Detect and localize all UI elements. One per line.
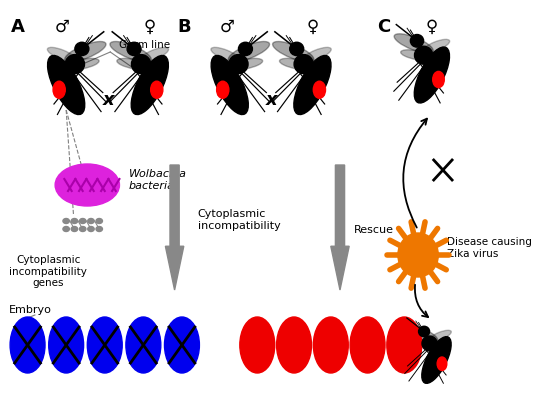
Ellipse shape	[211, 47, 240, 62]
Ellipse shape	[49, 317, 84, 373]
Ellipse shape	[217, 81, 229, 98]
Ellipse shape	[65, 58, 99, 70]
Ellipse shape	[126, 317, 161, 373]
Ellipse shape	[273, 42, 314, 62]
Ellipse shape	[87, 317, 122, 373]
Ellipse shape	[140, 47, 168, 62]
Ellipse shape	[75, 42, 89, 56]
Ellipse shape	[433, 71, 444, 88]
Ellipse shape	[294, 56, 331, 114]
Ellipse shape	[229, 54, 248, 74]
Text: Rescue: Rescue	[354, 225, 394, 235]
Text: Embryo: Embryo	[9, 305, 52, 315]
Text: Germ line: Germ line	[119, 40, 171, 50]
Ellipse shape	[96, 218, 103, 224]
Ellipse shape	[79, 226, 86, 232]
Ellipse shape	[151, 81, 163, 98]
Ellipse shape	[65, 54, 84, 74]
Ellipse shape	[88, 218, 94, 224]
Ellipse shape	[88, 226, 94, 232]
Ellipse shape	[131, 54, 151, 74]
Ellipse shape	[294, 54, 313, 74]
Ellipse shape	[48, 56, 85, 114]
Ellipse shape	[401, 50, 433, 61]
Ellipse shape	[10, 317, 45, 373]
Ellipse shape	[240, 317, 275, 373]
Ellipse shape	[387, 317, 422, 373]
Text: Wolbachia
bacteria: Wolbachia bacteria	[129, 169, 187, 191]
Ellipse shape	[55, 164, 119, 206]
Ellipse shape	[410, 339, 437, 348]
Text: x: x	[103, 91, 114, 109]
Ellipse shape	[117, 58, 151, 70]
Ellipse shape	[65, 42, 106, 62]
Ellipse shape	[394, 34, 433, 53]
Text: A: A	[11, 18, 25, 36]
Text: C: C	[377, 18, 390, 36]
Ellipse shape	[276, 317, 312, 373]
Ellipse shape	[79, 218, 86, 224]
Ellipse shape	[110, 42, 151, 62]
Ellipse shape	[127, 42, 141, 56]
Ellipse shape	[48, 47, 76, 62]
Ellipse shape	[422, 39, 450, 53]
Ellipse shape	[422, 336, 437, 351]
Text: ♀: ♀	[426, 18, 438, 36]
Ellipse shape	[71, 226, 78, 232]
Ellipse shape	[350, 317, 385, 373]
Text: ♀: ♀	[144, 18, 156, 36]
Ellipse shape	[63, 218, 69, 224]
Ellipse shape	[422, 337, 451, 383]
Ellipse shape	[437, 357, 447, 370]
Ellipse shape	[71, 218, 78, 224]
FancyArrow shape	[165, 165, 184, 290]
Ellipse shape	[280, 58, 314, 70]
Ellipse shape	[165, 317, 199, 373]
Ellipse shape	[53, 81, 65, 98]
Text: Disease causing
Zika virus: Disease causing Zika virus	[448, 237, 532, 259]
Ellipse shape	[398, 233, 438, 277]
Ellipse shape	[415, 46, 433, 64]
Ellipse shape	[96, 226, 103, 232]
Ellipse shape	[211, 56, 248, 114]
Text: ♂: ♂	[220, 18, 234, 36]
Ellipse shape	[405, 326, 437, 342]
Ellipse shape	[313, 317, 348, 373]
Ellipse shape	[228, 58, 262, 70]
Ellipse shape	[63, 226, 69, 232]
Text: Cytoplasmic
incompatibility: Cytoplasmic incompatibility	[198, 209, 280, 231]
Text: ♀: ♀	[306, 18, 319, 36]
Ellipse shape	[290, 42, 303, 56]
Ellipse shape	[131, 56, 168, 114]
Ellipse shape	[239, 42, 252, 56]
FancyArrow shape	[331, 165, 349, 290]
Text: Cytoplasmic
incompatibility
genes: Cytoplasmic incompatibility genes	[9, 255, 87, 288]
Text: B: B	[177, 18, 191, 36]
Text: ♂: ♂	[55, 18, 70, 36]
Text: x: x	[265, 91, 277, 109]
Ellipse shape	[302, 47, 331, 62]
Ellipse shape	[414, 47, 449, 103]
Ellipse shape	[418, 326, 430, 337]
Ellipse shape	[228, 42, 269, 62]
Ellipse shape	[313, 81, 326, 98]
Ellipse shape	[429, 330, 451, 342]
Ellipse shape	[410, 34, 423, 47]
